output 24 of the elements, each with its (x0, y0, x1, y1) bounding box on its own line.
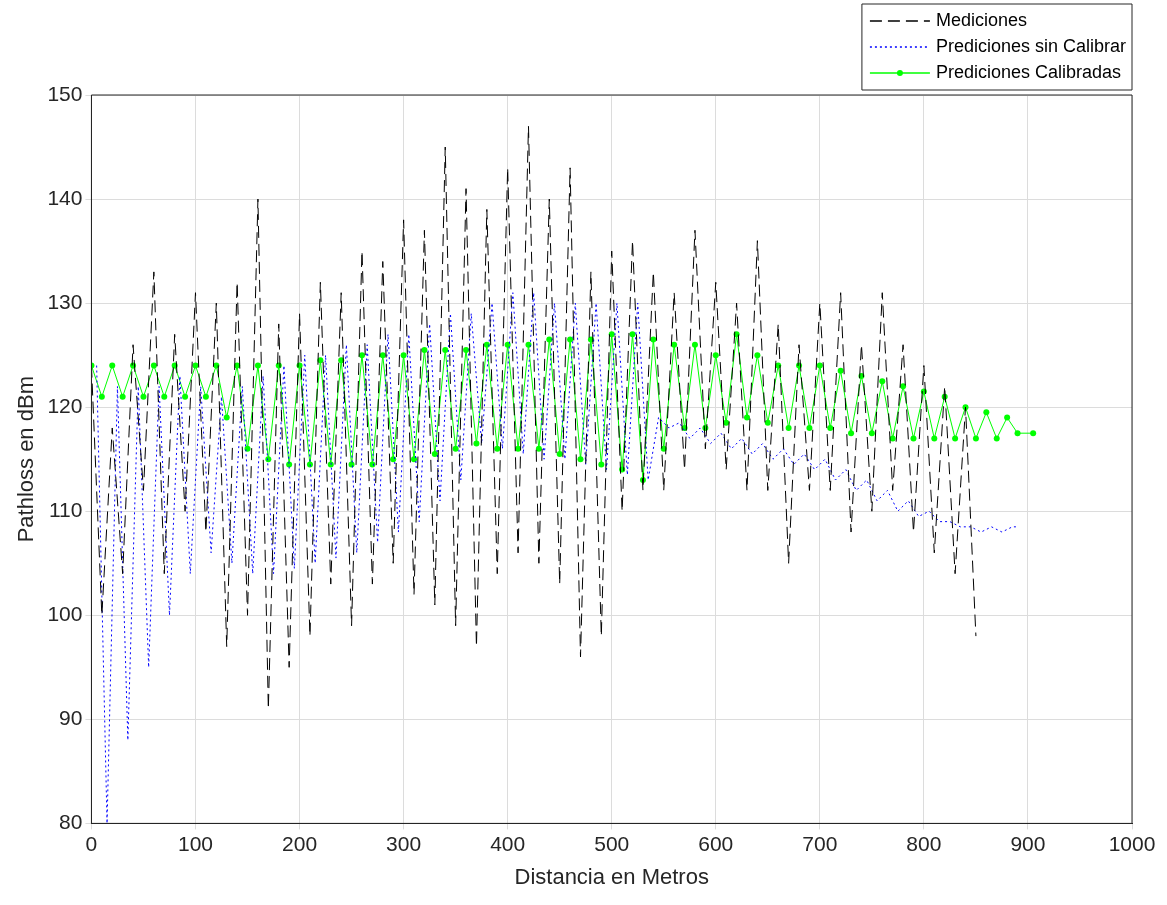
x-tick-label: 700 (802, 831, 838, 855)
x-tick-label: 400 (490, 831, 526, 855)
y-tick-label: 110 (48, 498, 83, 522)
x-tick-label: 100 (177, 831, 214, 855)
x-tick-label: 0 (85, 831, 98, 855)
y-axis-title: Pathloss en dBm (13, 376, 39, 543)
x-tick-label: 900 (1010, 831, 1046, 855)
y-tick-label: 140 (47, 185, 83, 209)
y-tick-label: 100 (47, 602, 83, 626)
x-tick-label: 600 (698, 831, 734, 855)
legend-label: Prediciones Calibradas (935, 61, 1122, 82)
y-tick-label: 150 (47, 81, 83, 105)
x-tick-label: 200 (282, 831, 318, 855)
legend-label: Mediciones (935, 9, 1027, 30)
x-tick-label: 300 (386, 831, 422, 855)
x-tick-label: 800 (906, 831, 942, 855)
y-tick-label: 130 (47, 289, 83, 313)
y-tick-label: 120 (47, 393, 83, 417)
x-tick-label: 1000 (1108, 831, 1156, 855)
x-tick-label: 500 (594, 831, 630, 855)
x-axis-title: Distancia en Metros (514, 863, 709, 889)
legend-label: Prediciones sin Calibrar (935, 35, 1127, 56)
y-tick-label: 90 (59, 706, 83, 730)
y-tick-label: 80 (59, 810, 83, 834)
